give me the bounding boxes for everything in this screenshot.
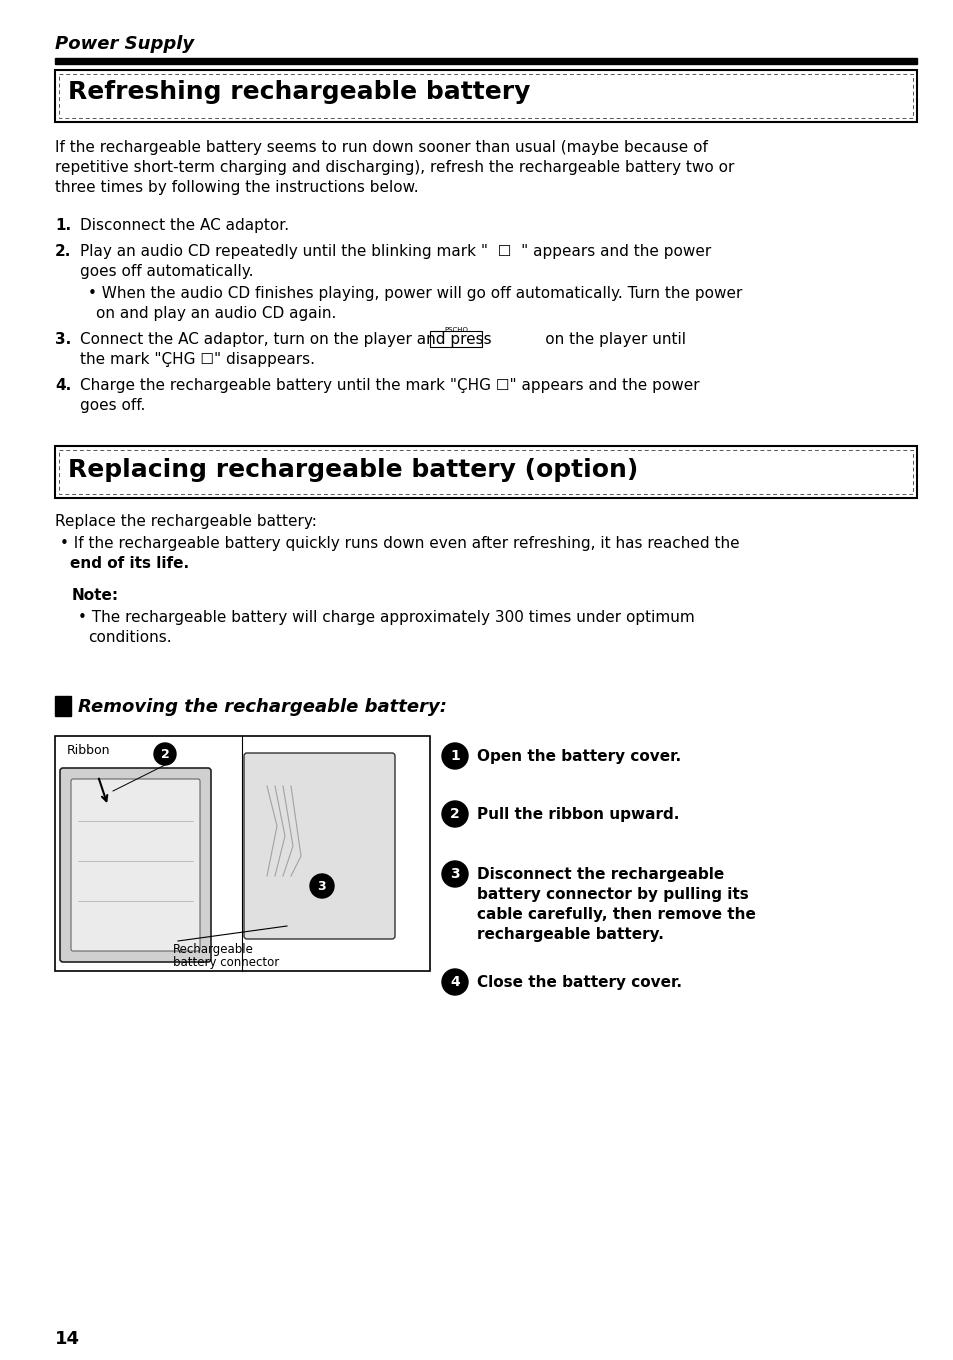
Text: Close the battery cover.: Close the battery cover. <box>476 975 681 990</box>
Text: 14: 14 <box>55 1330 80 1348</box>
Text: Replace the rechargeable battery:: Replace the rechargeable battery: <box>55 514 316 529</box>
Bar <box>59 450 912 494</box>
Text: the mark "ÇHG ☐" disappears.: the mark "ÇHG ☐" disappears. <box>80 352 314 367</box>
Text: Open the battery cover.: Open the battery cover. <box>476 749 680 764</box>
Text: on and play an audio CD again.: on and play an audio CD again. <box>96 306 336 321</box>
FancyBboxPatch shape <box>60 768 211 962</box>
Text: repetitive short-term charging and discharging), refresh the rechargeable batter: repetitive short-term charging and disch… <box>55 160 734 175</box>
Text: • The rechargeable battery will charge approximately 300 times under optimum: • The rechargeable battery will charge a… <box>78 611 694 626</box>
Bar <box>430 330 481 347</box>
Text: Connect the AC adaptor, turn on the player and press           on the player unt: Connect the AC adaptor, turn on the play… <box>80 332 685 347</box>
Circle shape <box>441 861 468 887</box>
Text: cable carefully, then remove the: cable carefully, then remove the <box>476 907 755 922</box>
Text: battery connector: battery connector <box>172 956 279 968</box>
Text: If the rechargeable battery seems to run down sooner than usual (maybe because o: If the rechargeable battery seems to run… <box>55 140 707 155</box>
Text: battery connector by pulling its: battery connector by pulling its <box>476 887 748 902</box>
Text: 1: 1 <box>450 749 459 763</box>
Bar <box>55 736 430 971</box>
Text: three times by following the instructions below.: three times by following the instruction… <box>55 180 418 194</box>
Text: PSCHO: PSCHO <box>443 326 468 333</box>
Text: 4.: 4. <box>55 378 71 393</box>
Circle shape <box>310 874 334 898</box>
Text: Ribbon: Ribbon <box>67 744 111 758</box>
Bar <box>55 58 916 64</box>
Text: • If the rechargeable battery quickly runs down even after refreshing, it has re: • If the rechargeable battery quickly ru… <box>60 536 739 551</box>
Text: 1.: 1. <box>55 218 71 233</box>
Text: 4: 4 <box>450 975 459 989</box>
Bar <box>55 696 71 715</box>
Text: end of its life.: end of its life. <box>70 556 189 571</box>
Text: Power Supply: Power Supply <box>55 35 193 53</box>
Text: Refreshing rechargeable battery: Refreshing rechargeable battery <box>68 80 530 103</box>
Text: Play an audio CD repeatedly until the blinking mark "  ☐  " appears and the powe: Play an audio CD repeatedly until the bl… <box>80 243 711 258</box>
Text: 3: 3 <box>317 880 326 892</box>
Circle shape <box>441 968 468 996</box>
FancyBboxPatch shape <box>71 779 200 951</box>
Circle shape <box>441 743 468 768</box>
Text: Replacing rechargeable battery (option): Replacing rechargeable battery (option) <box>68 458 638 481</box>
Text: Removing the rechargeable battery:: Removing the rechargeable battery: <box>78 698 447 715</box>
Bar <box>55 69 916 122</box>
Circle shape <box>441 801 468 827</box>
Text: Pull the ribbon upward.: Pull the ribbon upward. <box>476 806 679 821</box>
Text: rechargeable battery.: rechargeable battery. <box>476 928 663 942</box>
Text: Disconnect the AC adaptor.: Disconnect the AC adaptor. <box>80 218 289 233</box>
Text: • When the audio CD finishes playing, power will go off automatically. Turn the : • When the audio CD finishes playing, po… <box>88 286 741 301</box>
Text: Rechargeable: Rechargeable <box>172 942 253 956</box>
Text: Charge the rechargeable battery until the mark "ÇHG ☐" appears and the power: Charge the rechargeable battery until th… <box>80 378 699 393</box>
Text: Note:: Note: <box>71 588 119 602</box>
Text: conditions.: conditions. <box>88 630 172 645</box>
Circle shape <box>153 743 175 764</box>
FancyBboxPatch shape <box>244 753 395 938</box>
Text: 2: 2 <box>450 806 459 821</box>
Text: Disconnect the rechargeable: Disconnect the rechargeable <box>476 868 723 883</box>
Text: 3.: 3. <box>55 332 71 347</box>
Bar <box>55 446 916 498</box>
Text: 3: 3 <box>450 868 459 881</box>
Text: 2.: 2. <box>55 243 71 258</box>
Text: 2: 2 <box>160 748 170 760</box>
Bar <box>59 73 912 118</box>
Text: goes off.: goes off. <box>80 398 145 413</box>
Text: goes off automatically.: goes off automatically. <box>80 264 253 279</box>
